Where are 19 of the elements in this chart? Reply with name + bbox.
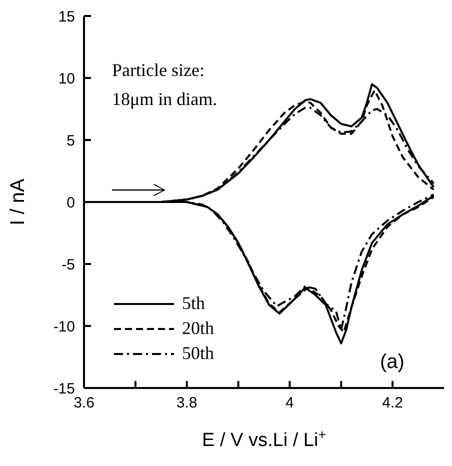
x-tick-label: 4.2 [382,394,403,412]
x-tick-label: 4 [286,394,294,412]
x-tick-label: 3.8 [176,394,198,412]
x-tick-label: 3.6 [74,394,94,412]
annotation: 18μm in diam. [112,89,218,109]
legend-label: 20th [182,318,214,339]
annotation: (a) [380,351,404,373]
y-tick-label: 5 [66,132,75,150]
y-tick-label: -10 [53,318,75,336]
legend-label: 5th [182,293,206,314]
legend-label: 50th [182,343,214,364]
annotation: Particle size: [112,60,204,80]
y-axis-title: I / nA [7,178,29,226]
y-tick-label: -15 [53,380,75,398]
x-axis-title: E / V vs.Li / Li$^{+}$ [202,426,326,451]
y-tick-label: 10 [58,70,75,88]
y-tick-label: 15 [58,8,75,26]
y-tick-label: 0 [66,194,75,212]
y-tick-label: -5 [62,256,75,274]
